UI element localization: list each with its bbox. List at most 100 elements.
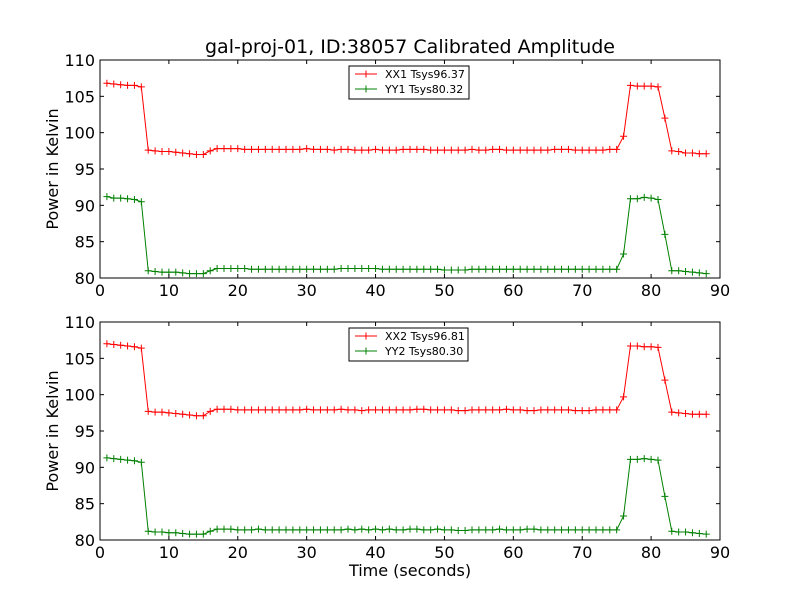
data-point (241, 145, 249, 153)
data-point (530, 146, 538, 154)
data-point (564, 406, 572, 414)
data-point (275, 526, 283, 534)
data-point (206, 527, 214, 535)
data-point (682, 410, 690, 418)
data-point (475, 265, 483, 273)
data-point (385, 525, 393, 533)
data-point (592, 146, 600, 154)
data-point (186, 530, 194, 538)
data-point (613, 406, 621, 414)
data-point (151, 267, 159, 275)
data-point (509, 265, 517, 273)
data-point (392, 526, 400, 534)
data-point (564, 526, 572, 534)
data-point (158, 528, 166, 536)
data-point (620, 393, 628, 401)
data-point (323, 145, 331, 153)
data-point (496, 406, 504, 414)
data-point (310, 265, 318, 273)
data-point (248, 406, 256, 414)
data-point (365, 526, 373, 534)
data-point (282, 265, 290, 273)
data-point (399, 265, 407, 273)
data-point (695, 150, 703, 158)
data-point (482, 406, 490, 414)
data-point (316, 406, 324, 414)
data-point (461, 266, 469, 274)
legend-label: XX1 Tsys96.37 (385, 68, 465, 81)
data-point (468, 406, 476, 414)
data-point (440, 266, 448, 274)
data-point (303, 265, 311, 273)
series-2 (103, 193, 710, 278)
data-point (268, 526, 276, 534)
data-point (558, 265, 566, 273)
data-point (551, 406, 559, 414)
data-point (110, 80, 118, 88)
data-point (130, 196, 138, 204)
data-point (310, 145, 318, 153)
data-point (186, 270, 194, 278)
data-point (626, 342, 634, 350)
data-point (179, 410, 187, 418)
data-point (316, 526, 324, 534)
data-point (392, 146, 400, 154)
data-point (378, 526, 386, 534)
data-point (475, 406, 483, 414)
data-point (654, 343, 662, 351)
data-point (489, 526, 497, 534)
data-point (220, 265, 228, 273)
data-point (564, 265, 572, 273)
subplot-1: 0 10 20 30 40 50 60 70 80 90 80 85 90 95 100 105 110 Powe… (43, 51, 730, 300)
data-point (372, 525, 380, 533)
data-point (316, 265, 324, 273)
x-tick-label: 70 (572, 543, 592, 562)
data-point (241, 265, 249, 273)
data-point (213, 145, 221, 153)
data-point (489, 265, 497, 273)
data-point (130, 343, 138, 351)
y-tick-label: 105 (64, 87, 95, 106)
x-tick-label: 60 (503, 281, 523, 300)
data-point (592, 265, 600, 273)
data-point (372, 265, 380, 273)
data-point (420, 405, 428, 413)
data-point (613, 265, 621, 273)
data-point (633, 82, 641, 90)
data-point (502, 526, 510, 534)
data-point (351, 146, 359, 154)
data-point (461, 527, 469, 535)
data-point (626, 195, 634, 203)
data-point (578, 407, 586, 415)
data-point (675, 409, 683, 417)
data-point (378, 265, 386, 273)
data-point (330, 526, 338, 534)
data-point (668, 267, 676, 275)
data-point (544, 526, 552, 534)
data-point (213, 525, 221, 533)
data-point (351, 265, 359, 273)
y-tick-label: 95 (75, 160, 95, 179)
data-point (323, 406, 331, 414)
data-point (261, 406, 269, 414)
data-point (117, 341, 125, 349)
data-point (399, 406, 407, 414)
data-point (351, 526, 359, 534)
data-point (110, 341, 118, 349)
data-point (516, 146, 524, 154)
data-point (434, 406, 442, 414)
data-point (144, 527, 152, 535)
data-point (571, 265, 579, 273)
data-point (516, 526, 524, 534)
x-tick-label: 80 (641, 281, 661, 300)
x-tick-label: 10 (159, 281, 179, 300)
data-point (454, 146, 462, 154)
legend-label: YY1 Tsys80.32 (384, 83, 463, 96)
y-axis-label: Power in Kelvin (43, 108, 62, 229)
data-point (571, 526, 579, 534)
data-point (172, 410, 180, 418)
data-point (165, 148, 173, 156)
legend-marker (362, 332, 370, 340)
data-point (296, 406, 304, 414)
data-point (303, 145, 311, 153)
